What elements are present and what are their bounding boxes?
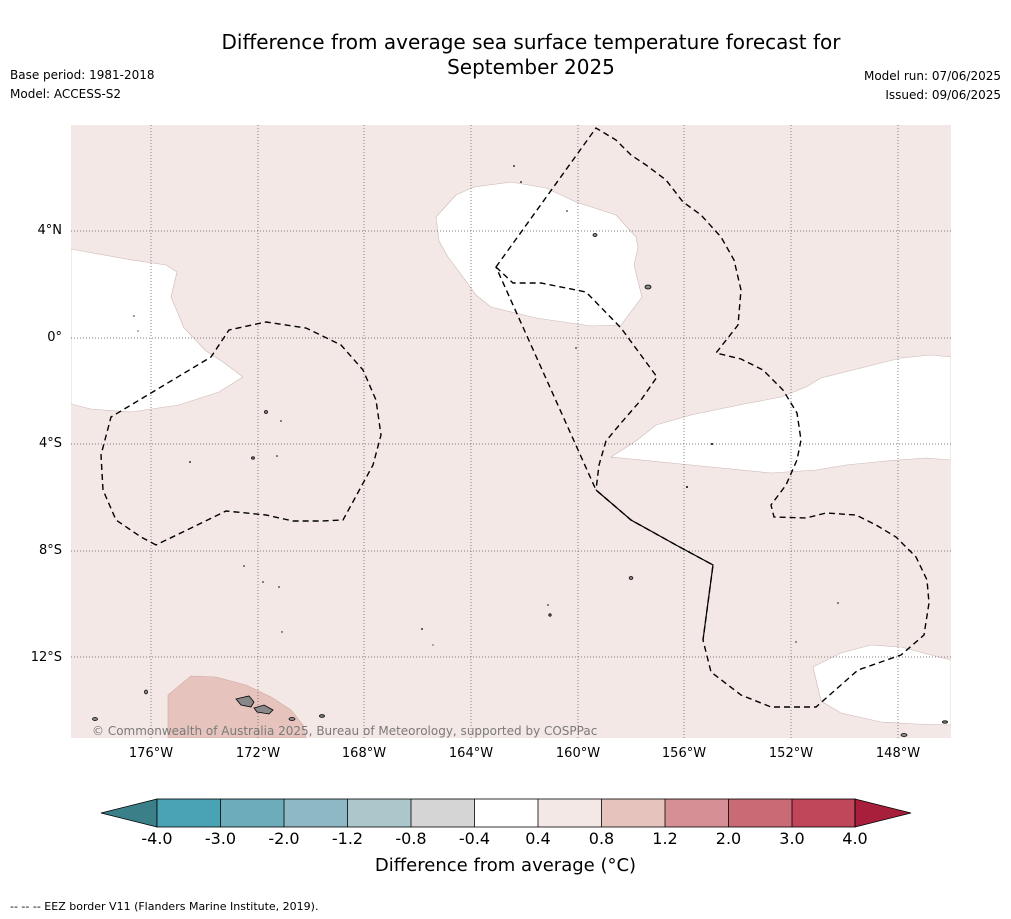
lat-label-0: 0° <box>47 330 62 345</box>
lat-label-4s: 4°S <box>38 436 62 451</box>
lon-label-164w: 164°W <box>448 746 494 761</box>
neutral-region-west <box>71 248 244 413</box>
colorbar-bin-5 <box>411 799 475 827</box>
colorbar <box>100 797 912 829</box>
colorbar-extend-high <box>854 798 912 828</box>
base-period: Base period: 1981-2018 <box>10 68 155 82</box>
islands <box>92 233 948 737</box>
island-small-f <box>644 284 652 290</box>
colorbar-tick: 1.2 <box>652 829 678 848</box>
island-savaii <box>235 695 255 708</box>
colorbar-tick: -0.4 <box>458 829 491 848</box>
lon-label-176w: 176°W <box>128 746 174 761</box>
title-line-1: Difference from average sea surface temp… <box>221 30 841 54</box>
colorbar-tick: -3.0 <box>204 829 237 848</box>
lat-label-12s: 12°S <box>30 650 62 665</box>
issued-date: Issued: 09/06/2025 <box>885 88 1001 102</box>
atolls <box>133 165 839 646</box>
island-upolu <box>253 704 274 715</box>
graticule <box>71 125 951 738</box>
model-run: Model run: 07/06/2025 <box>863 69 1001 83</box>
island-small-b <box>92 717 98 721</box>
island-small-i <box>628 576 634 580</box>
colorbar-bin-7 <box>538 799 602 827</box>
meta-right: Model run: 07/06/2025 Issued: 09/06/2025 <box>864 67 1001 105</box>
warm-anomaly-region <box>167 675 307 738</box>
island-small-g <box>264 410 268 414</box>
colorbar-bin-3 <box>284 799 348 827</box>
eez-borders <box>100 127 930 708</box>
colorbar-tick: -4.0 <box>141 829 173 848</box>
eez-border-central-upper <box>495 266 658 491</box>
colorbar-bin-8 <box>601 799 665 827</box>
colorbar-tick: 0.8 <box>588 829 615 848</box>
eez-legend-note: -- -- -- EEZ border V11 (Flanders Marine… <box>10 900 319 913</box>
colorbar-tick: -1.2 <box>331 829 364 848</box>
neutral-region-southeast <box>812 644 951 726</box>
island-small-e <box>592 233 598 237</box>
colorbar-bin-9 <box>665 799 729 827</box>
colorbar-tick: -2.0 <box>268 829 300 848</box>
colorbar-title: Difference from average (°C) <box>374 855 637 876</box>
colorbar-tick: 0.4 <box>525 829 551 848</box>
lon-label-152w: 152°W <box>768 746 814 761</box>
model-name: Model: ACCESS-S2 <box>10 87 122 101</box>
eez-border-central <box>495 127 930 708</box>
colorbar-bin-2 <box>220 799 284 827</box>
title-line-2: September 2025 <box>447 55 615 79</box>
colorbar-bin-10 <box>728 799 792 827</box>
sst-anomaly-map: © Commonwealth of Australia 2025, Bureau… <box>71 125 951 738</box>
copyright-notice: © Commonwealth of Australia 2025, Bureau… <box>92 724 598 738</box>
island-small-l <box>942 720 948 724</box>
island-small-a <box>144 689 148 695</box>
colorbar-tick: -0.8 <box>395 829 427 848</box>
lon-label-168w: 168°W <box>341 746 387 761</box>
lon-label-148w: 148°W <box>875 746 921 761</box>
eez-border-west <box>100 321 382 546</box>
lon-label-160w: 160°W <box>555 746 601 761</box>
lat-label-8s: 8°S <box>38 543 62 558</box>
colorbar-swatches <box>100 798 912 828</box>
island-small-j <box>548 613 552 617</box>
colorbar-tick: 2.0 <box>715 829 742 848</box>
lon-label-156w: 156°W <box>661 746 707 761</box>
island-small-h <box>251 456 255 460</box>
chart-title: Difference from average sea surface temp… <box>0 30 1011 80</box>
island-small-k <box>900 733 908 737</box>
colorbar-extend-low <box>100 798 158 828</box>
neutral-region-east <box>610 354 951 474</box>
colorbar-bin-11 <box>792 799 855 827</box>
eez-border-solid-segment <box>595 489 714 641</box>
colorbar-bin-1 <box>157 799 221 827</box>
island-small-c <box>288 717 296 721</box>
map-canvas <box>71 125 951 738</box>
lat-label-4n: 4°N <box>37 223 63 238</box>
lon-label-172w: 172°W <box>235 746 281 761</box>
colorbar-tick: 4.0 <box>842 829 868 848</box>
island-small-d <box>319 714 325 718</box>
colorbar-bin-6 <box>474 799 538 827</box>
meta-left: Base period: 1981-2018 Model: ACCESS-S2 <box>10 66 155 104</box>
colorbar-tick: 3.0 <box>779 829 805 848</box>
colorbar-bin-4 <box>347 799 411 827</box>
